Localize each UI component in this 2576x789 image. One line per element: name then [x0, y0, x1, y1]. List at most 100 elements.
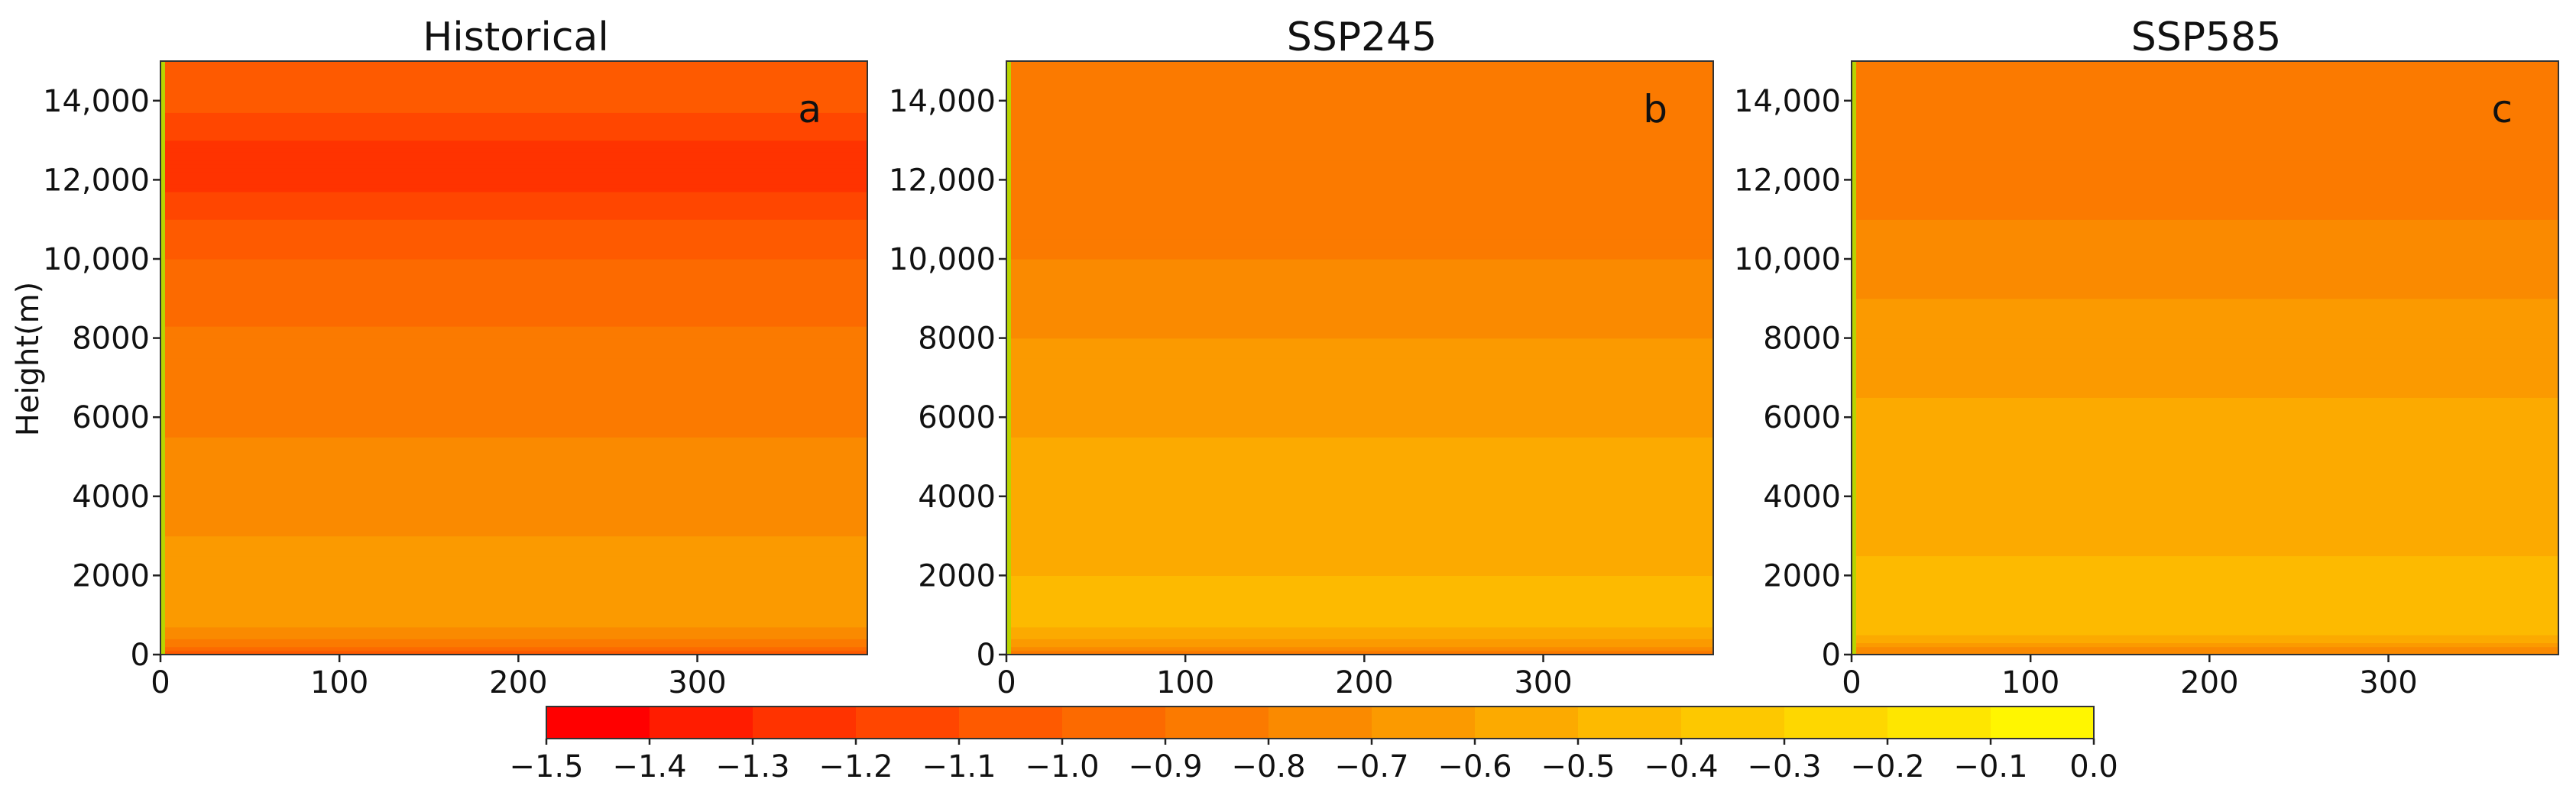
contour-band	[1852, 283, 2558, 287]
contour-band	[1852, 622, 2558, 628]
contour-band	[1852, 575, 2558, 580]
x-tick-label: 0	[1842, 665, 1861, 700]
panel-ssp585: SSP585 c 0200040006000800010,00012,00014…	[1734, 15, 2559, 700]
contour-band	[1852, 100, 2558, 105]
y-tick-label: 12,000	[43, 163, 150, 198]
contour-band	[160, 120, 867, 125]
contour-band	[160, 575, 867, 580]
contour-band	[1852, 65, 2558, 70]
contour-band	[160, 314, 867, 319]
contour-band	[1006, 160, 1713, 165]
colorbar-swatch	[1269, 707, 1372, 739]
contour-band	[160, 270, 867, 276]
contour-band	[1006, 251, 1713, 256]
y-tick-label: 8000	[1763, 322, 1841, 357]
contour-band	[160, 591, 867, 596]
contour-band	[1006, 163, 1713, 169]
colorbar-swatch	[1991, 707, 2095, 739]
contour-band	[160, 642, 867, 648]
contour-band	[1006, 286, 1713, 292]
contour-band	[160, 132, 867, 137]
contour-band	[1006, 417, 1713, 422]
contour-band	[1006, 575, 1713, 580]
contour-band	[1006, 516, 1713, 521]
contour-band	[1852, 646, 2558, 652]
contour-band	[1006, 179, 1713, 185]
contour-band	[1852, 267, 2558, 272]
contour-band	[1006, 551, 1713, 557]
contour-band	[1852, 140, 2558, 145]
contour-band	[1006, 421, 1713, 426]
contour-band	[1852, 144, 2558, 149]
contour-band	[1852, 603, 2558, 608]
contour-band	[1006, 468, 1713, 474]
contour-band	[1852, 445, 2558, 450]
contour-band	[1852, 112, 2558, 118]
contour-band	[1852, 567, 2558, 572]
contour-band	[1006, 85, 1713, 89]
y-axis: 0 2000 4000 6000 8000 10,000 12,000 14,000	[43, 84, 160, 673]
x-tick-label: 300	[2359, 665, 2417, 700]
contour-band	[1006, 630, 1713, 635]
contour-band	[1006, 254, 1713, 260]
contour-band	[160, 381, 867, 386]
contour-band	[1852, 389, 2558, 394]
contour-band	[160, 508, 867, 513]
contour-band	[1852, 615, 2558, 619]
y-tick-label: 0	[1822, 638, 1841, 673]
contour-band	[1852, 496, 2558, 501]
contour-band	[160, 278, 867, 283]
contour-band	[160, 302, 867, 307]
contour-band	[1006, 563, 1713, 568]
contour-band	[1852, 504, 2558, 509]
x-tick-label: 100	[2001, 665, 2059, 700]
contour-band	[1852, 132, 2558, 137]
contour-band	[1852, 393, 2558, 398]
contour-band	[1852, 211, 2558, 216]
contour-band	[1006, 528, 1713, 533]
contour-band	[1852, 61, 2558, 66]
y-tick-label: 4000	[1763, 480, 1841, 515]
contour-band	[1852, 196, 2558, 200]
contour-band	[1006, 413, 1713, 418]
contour-band	[1852, 187, 2558, 192]
contour-band	[1852, 630, 2558, 635]
contour-band	[1852, 270, 2558, 276]
y-tick-label: 12,000	[889, 163, 996, 198]
contour-band	[160, 160, 867, 165]
contour-band	[1006, 136, 1713, 141]
contour-band	[160, 274, 867, 280]
panel-title: Historical	[423, 15, 609, 60]
contour-band	[160, 183, 867, 189]
contour-band	[1006, 183, 1713, 189]
contour-band	[1852, 417, 2558, 422]
contour-band	[160, 484, 867, 490]
contour-band	[1852, 156, 2558, 161]
contour-band	[1852, 539, 2558, 545]
contour-band	[1006, 326, 1713, 331]
y-tick-label: 0	[977, 638, 996, 673]
contour-band	[1006, 365, 1713, 370]
contour-band	[1006, 397, 1713, 403]
contour-band	[160, 626, 867, 632]
contour-band	[160, 89, 867, 94]
contour-band	[1852, 318, 2558, 323]
contour-band	[1852, 234, 2558, 240]
contour-band	[1852, 203, 2558, 209]
y-tick-label: 4000	[72, 480, 150, 515]
y-tick-label: 6000	[918, 400, 996, 435]
contour-band	[160, 401, 867, 406]
contour-band	[1006, 409, 1713, 414]
y-tick-label: 2000	[72, 558, 150, 593]
contour-band	[1006, 176, 1713, 180]
contour-band	[160, 445, 867, 450]
contour-band	[1006, 338, 1713, 343]
contour-band	[1852, 619, 2558, 624]
contour-band	[1852, 405, 2558, 410]
colorbar-tick-label: −1.1	[922, 749, 996, 784]
contour-band	[160, 96, 867, 102]
y-tick-label: 6000	[72, 400, 150, 435]
contour-band	[1852, 413, 2558, 418]
contour-band	[160, 432, 867, 438]
